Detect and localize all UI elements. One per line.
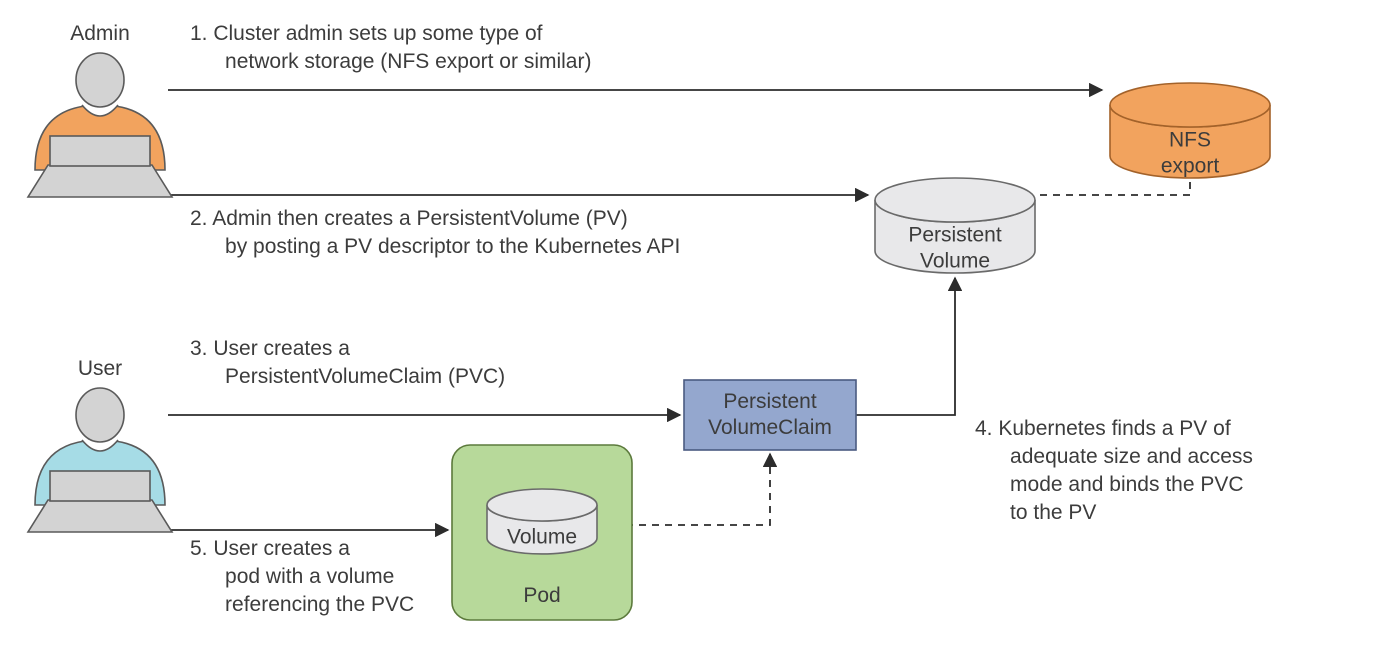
user-label: User <box>78 357 122 380</box>
pv-label-1: Volume <box>920 250 990 273</box>
diagram-canvas: Admin User Pod NFS export Persistent Volume Vol… <box>0 0 1384 650</box>
caption-c3-0: 3. User creates a <box>190 337 350 360</box>
pod-label: Pod <box>523 584 560 607</box>
user-actor <box>28 388 172 532</box>
caption-c4-2: mode and binds the PVC <box>975 473 1244 496</box>
caption-c5-0: 5. User creates a <box>190 537 350 560</box>
admin-label: Admin <box>70 22 130 45</box>
caption-c2-1: by posting a PV descriptor to the Kubern… <box>190 235 680 258</box>
caption-c4-1: adequate size and access <box>975 445 1253 468</box>
pv-label-0: Persistent <box>908 224 1002 247</box>
caption-c5-1: pod with a volume <box>190 565 394 588</box>
caption-c4-0: 4. Kubernetes finds a PV of <box>975 417 1231 440</box>
caption-c1-1: network storage (NFS export or similar) <box>190 50 591 73</box>
pvc-label-0: Persistent <box>723 390 817 413</box>
nfs-label-1: export <box>1161 155 1220 178</box>
caption-c2-0: 2. Admin then creates a PersistentVolume… <box>190 207 628 230</box>
caption-c5-2: referencing the PVC <box>190 593 414 616</box>
caption-c1-0: 1. Cluster admin sets up some type of <box>190 22 543 45</box>
edge-e4 <box>856 278 955 415</box>
caption-c3-1: PersistentVolumeClaim (PVC) <box>190 365 505 388</box>
admin-actor <box>28 53 172 197</box>
nfs-label-0: NFS <box>1169 129 1211 152</box>
caption-c4-3: to the PV <box>975 501 1096 524</box>
pvc-label-1: VolumeClaim <box>708 416 832 439</box>
volume-label-0: Volume <box>507 526 577 549</box>
